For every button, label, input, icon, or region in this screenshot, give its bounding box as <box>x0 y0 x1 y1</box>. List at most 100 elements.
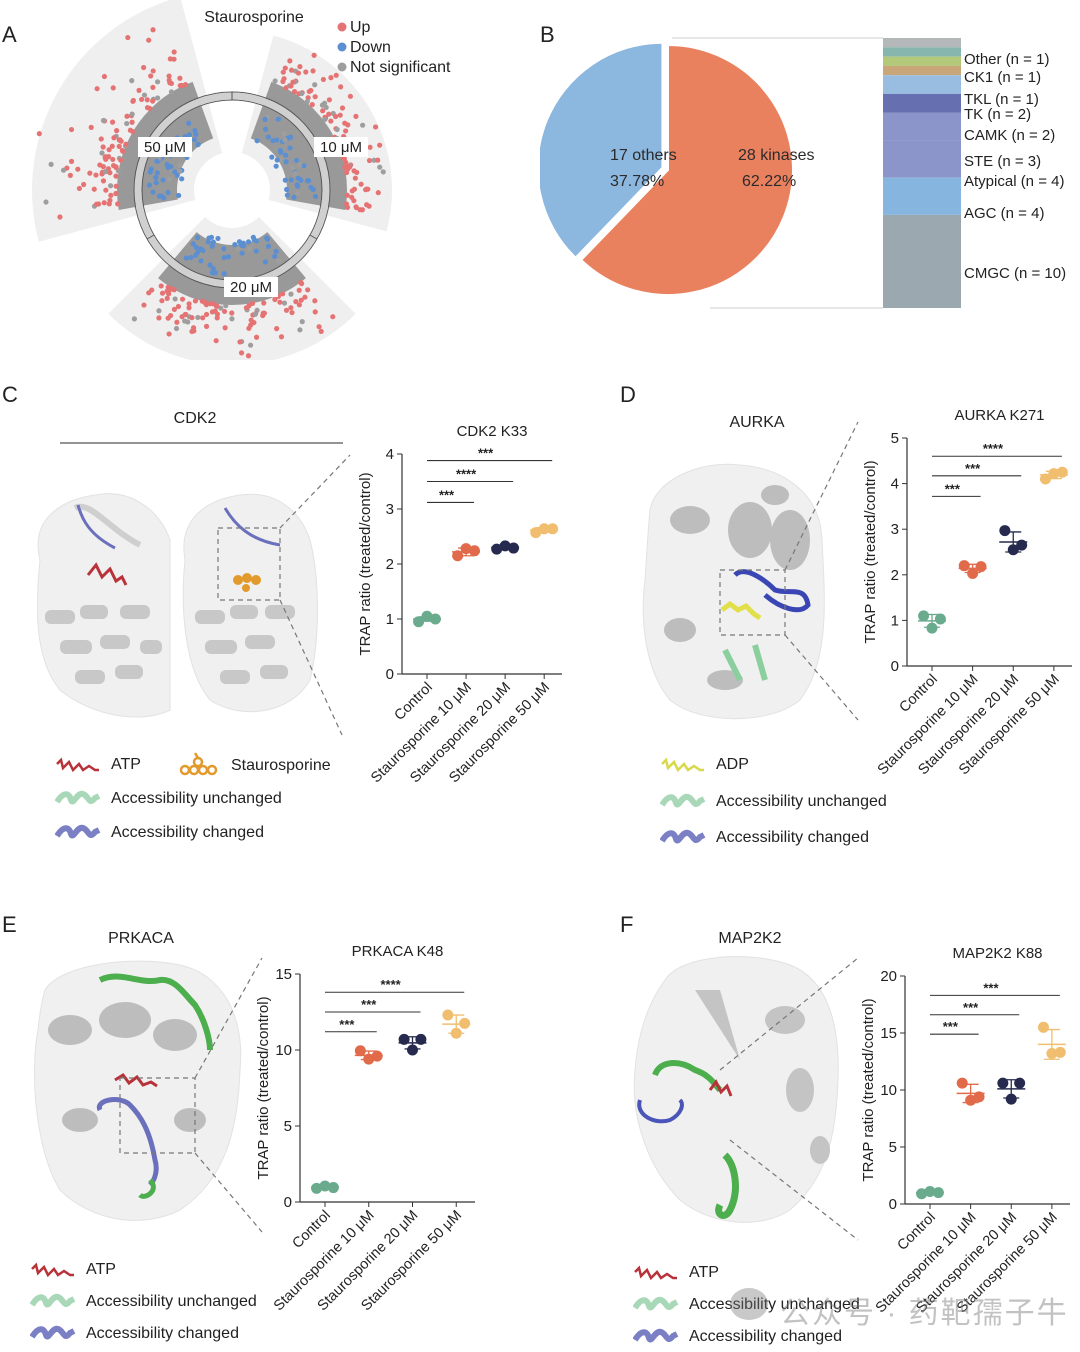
staurosporine-ligand-icon <box>175 752 231 780</box>
stack-label: AGC (n = 4) <box>964 205 1044 222</box>
significance-bracket: *** <box>930 1019 979 1035</box>
group-1 <box>958 560 987 579</box>
legend-marker <box>337 22 347 32</box>
point-up <box>342 120 348 126</box>
point-up <box>141 302 147 308</box>
point-down <box>274 157 280 163</box>
legend-marker <box>337 42 347 52</box>
point-up <box>377 164 383 170</box>
point-up <box>218 305 224 311</box>
point-up <box>144 97 150 103</box>
point-down <box>295 183 301 189</box>
point-down <box>153 174 159 181</box>
point-down <box>176 192 182 199</box>
point-up <box>67 172 73 178</box>
point-down <box>264 236 271 242</box>
point-up <box>124 120 130 127</box>
point-down <box>282 137 288 143</box>
point-up <box>110 162 117 169</box>
point-down <box>210 239 216 245</box>
stack-segment-cmgc <box>883 214 961 308</box>
svg-text:Down: Down <box>350 39 391 56</box>
point-up <box>127 127 133 133</box>
point-down <box>275 258 282 264</box>
sector-label: 50 μM <box>138 137 192 157</box>
y-tick-label: 5 <box>889 1139 897 1156</box>
data-point <box>1016 539 1028 551</box>
y-tick-label: 0 <box>891 658 899 675</box>
point-down <box>166 176 172 183</box>
point-down <box>254 138 260 144</box>
point-up <box>371 157 377 163</box>
svg-text:***: *** <box>478 446 494 461</box>
stack-label: Other (n = 1) <box>964 51 1049 68</box>
point-down <box>153 180 159 186</box>
point-up <box>352 175 358 181</box>
data-point <box>538 523 550 535</box>
legend-item-accessibility-unchanged: Accessibility unchanged <box>633 1296 860 1314</box>
point-up <box>353 113 359 119</box>
data-point <box>398 1033 410 1045</box>
y-tick-label: 2 <box>386 556 394 573</box>
data-point <box>468 545 480 557</box>
point-down <box>190 241 196 247</box>
group-2 <box>999 525 1028 556</box>
data-point <box>1054 1046 1066 1058</box>
data-point <box>1039 473 1051 485</box>
legend-label: Staurosporine <box>231 757 331 774</box>
point-up <box>375 190 381 196</box>
point-up <box>272 296 278 303</box>
point-up <box>316 324 322 330</box>
group-0 <box>916 1185 944 1200</box>
stack-label: Atypical (n = 4) <box>964 173 1064 190</box>
point-down <box>191 137 198 143</box>
point-down <box>312 193 319 200</box>
point-down <box>275 116 282 122</box>
point-up <box>332 113 339 120</box>
data-point <box>452 550 464 562</box>
svg-text:50 μM: 50 μM <box>144 139 186 156</box>
point-up <box>312 298 318 304</box>
point-up <box>280 291 286 297</box>
point-up <box>322 116 328 122</box>
aurka-structure-view <box>642 421 859 721</box>
point-down <box>193 244 199 251</box>
y-axis-label: TRAP ratio (treated/control) <box>357 472 374 655</box>
plot-title: CDK2 K33 <box>457 423 528 440</box>
data-point <box>371 1050 383 1062</box>
point-down <box>296 162 303 168</box>
stack-label: TK (n = 2) <box>964 106 1031 123</box>
data-point <box>508 542 520 554</box>
significance-bracket: *** <box>325 1017 377 1033</box>
data-point <box>354 1045 366 1057</box>
data-point <box>1046 1048 1058 1060</box>
slice-percent: 37.78% <box>610 173 664 190</box>
point-up <box>312 94 318 100</box>
point-up <box>182 82 189 88</box>
point-up <box>304 99 310 105</box>
group-1 <box>956 1077 985 1106</box>
point-up <box>299 319 305 325</box>
y-tick-label: 2 <box>891 567 899 584</box>
stack-segment-ste <box>883 112 961 141</box>
point-up <box>189 315 195 321</box>
point-up <box>309 102 315 108</box>
point-down <box>265 134 271 140</box>
point-up <box>175 303 182 310</box>
point-up <box>245 353 252 359</box>
point-up <box>68 158 75 164</box>
point-up <box>311 52 317 58</box>
point-up <box>344 192 350 198</box>
point-up <box>203 323 210 329</box>
kinase-pie-chart: 28 kinases 62.22% 17 others 37.78% Other (n… <box>540 37 1066 309</box>
aurka-k271-dot-plot: AURKA K271 0 1 2 3 4 5 TRAP ratio (treated/cont… <box>862 410 1072 778</box>
watermark-text: 公众号 · 药靶孺子牛 <box>780 1297 1069 1330</box>
helix-unchanged-icon <box>660 793 716 811</box>
point-up <box>282 65 288 71</box>
point-down <box>251 237 257 243</box>
y-tick-label: 4 <box>891 476 899 493</box>
stack-segment-atypical <box>883 140 961 178</box>
group-1 <box>452 543 481 562</box>
